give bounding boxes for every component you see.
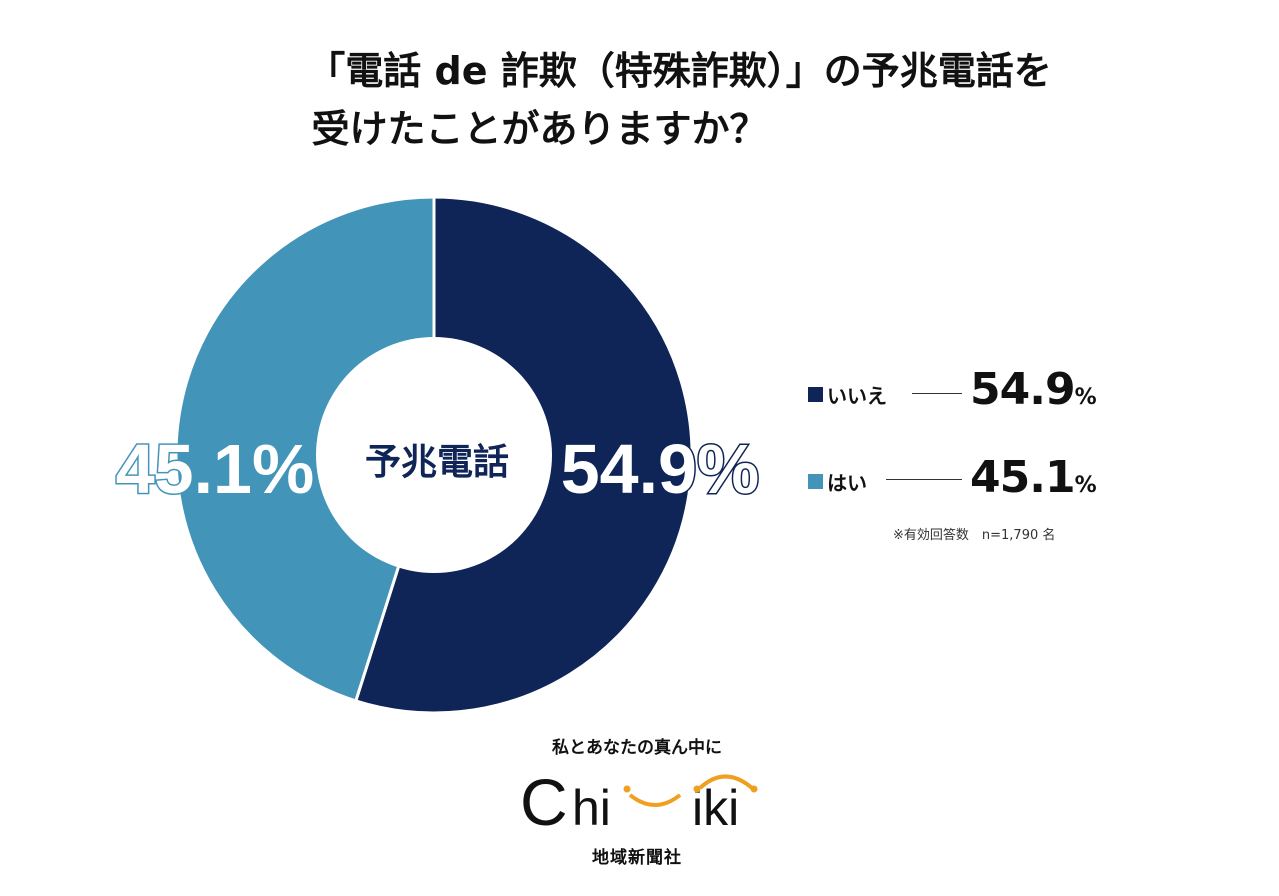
logo-company-name: 地域新聞社 xyxy=(592,848,682,868)
legend-value: 54.9% xyxy=(970,364,1097,415)
data-label-yes: 45.1% xyxy=(116,430,314,508)
legend-item-yes: はい xyxy=(808,467,867,496)
legend-value: 45.1% xyxy=(970,452,1097,503)
donut-slice-1 xyxy=(174,195,436,703)
sample-size-note: ※有効回答数 n=1,790 名 xyxy=(893,528,1056,543)
legend-swatch xyxy=(808,474,823,489)
donut-hole xyxy=(316,337,552,573)
data-label-no: 54.9% xyxy=(561,430,759,508)
legend-leader-line xyxy=(886,479,962,480)
center-label: 予兆電話 xyxy=(365,442,509,483)
legend-swatch xyxy=(808,387,823,402)
legend-item-no: いいえ xyxy=(808,380,887,409)
logo-tagline: 私とあなたの真ん中に xyxy=(552,738,722,758)
chart-title-line2: 受けたことがありますか？ xyxy=(311,107,768,151)
legend-label: いいえ xyxy=(827,384,887,408)
legend-leader-line xyxy=(912,393,962,394)
chart-title-line1: 「電話 de 詐欺（特殊詐欺）」の予兆電話を xyxy=(307,49,1052,93)
legend-label: はい xyxy=(827,471,867,495)
